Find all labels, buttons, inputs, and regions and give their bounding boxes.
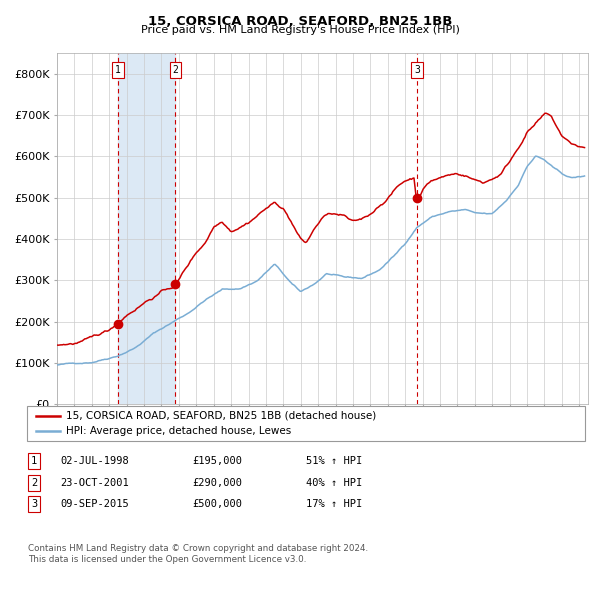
Text: 3: 3: [31, 499, 37, 509]
Text: £500,000: £500,000: [192, 499, 242, 509]
Text: 15, CORSICA ROAD, SEAFORD, BN25 1BB (detached house): 15, CORSICA ROAD, SEAFORD, BN25 1BB (det…: [66, 411, 376, 421]
Text: 23-OCT-2001: 23-OCT-2001: [60, 478, 129, 487]
Text: 3: 3: [414, 65, 420, 75]
Text: 02-JUL-1998: 02-JUL-1998: [60, 457, 129, 466]
Text: 2: 2: [172, 65, 178, 75]
Text: 15, CORSICA ROAD, SEAFORD, BN25 1BB: 15, CORSICA ROAD, SEAFORD, BN25 1BB: [148, 15, 452, 28]
Text: 1: 1: [31, 457, 37, 466]
Text: Contains HM Land Registry data © Crown copyright and database right 2024.: Contains HM Land Registry data © Crown c…: [28, 545, 368, 553]
Text: 40% ↑ HPI: 40% ↑ HPI: [306, 478, 362, 487]
Text: 51% ↑ HPI: 51% ↑ HPI: [306, 457, 362, 466]
Text: 17% ↑ HPI: 17% ↑ HPI: [306, 499, 362, 509]
Text: HPI: Average price, detached house, Lewes: HPI: Average price, detached house, Lewe…: [66, 427, 291, 437]
Text: 1: 1: [115, 65, 121, 75]
Text: This data is licensed under the Open Government Licence v3.0.: This data is licensed under the Open Gov…: [28, 555, 307, 564]
Text: £195,000: £195,000: [192, 457, 242, 466]
Bar: [118, 53, 175, 404]
Text: 2: 2: [31, 478, 37, 487]
Text: Price paid vs. HM Land Registry's House Price Index (HPI): Price paid vs. HM Land Registry's House …: [140, 25, 460, 35]
Text: £290,000: £290,000: [192, 478, 242, 487]
Text: 09-SEP-2015: 09-SEP-2015: [60, 499, 129, 509]
